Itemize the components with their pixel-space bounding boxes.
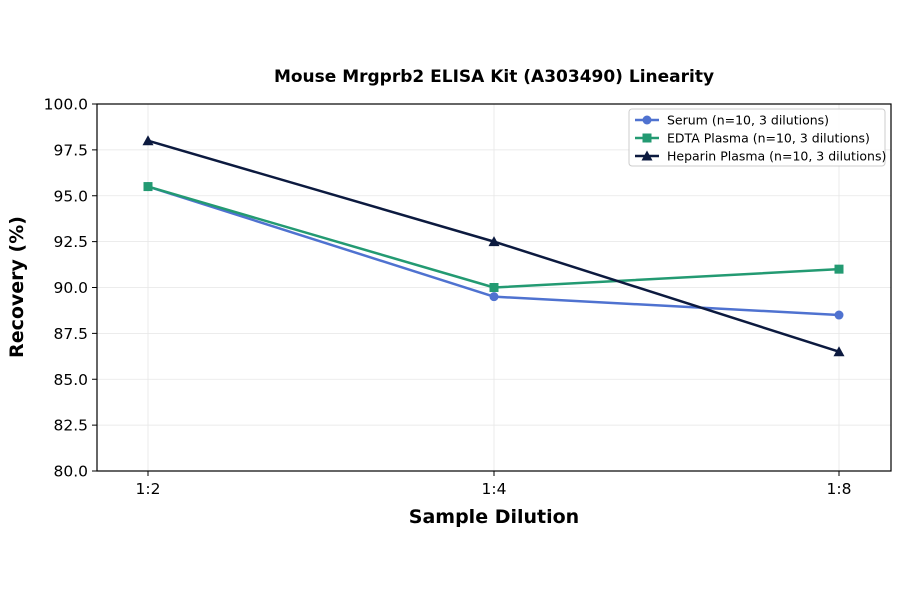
legend-entry: Heparin Plasma (n=10, 3 dilutions) xyxy=(667,149,886,164)
legend-swatch-marker xyxy=(642,115,652,125)
x-tick-label: 1:8 xyxy=(827,480,852,498)
data-point xyxy=(143,182,153,192)
y-tick-label: 90.0 xyxy=(53,279,88,297)
x-tick-label: 1:4 xyxy=(482,480,507,498)
x-tick-label: 1:2 xyxy=(136,480,161,498)
y-tick-label: 95.0 xyxy=(53,187,88,205)
y-tick-label: 80.0 xyxy=(53,463,88,481)
legend-box xyxy=(628,108,886,167)
chart-title: Mouse Mrgprb2 ELISA Kit (A303490) Linear… xyxy=(274,67,714,87)
series-2 xyxy=(142,135,845,357)
data-point xyxy=(489,283,499,292)
legend-entry: Serum (n=10, 3 dilutions) xyxy=(667,113,829,128)
series-group xyxy=(142,135,845,357)
x-axis-label: Sample Dilution xyxy=(409,506,579,528)
y-tick-label: 85.0 xyxy=(53,371,88,389)
y-tick-label: 87.5 xyxy=(53,325,88,343)
y-axis-label: Recovery (%) xyxy=(6,216,28,358)
y-tick-label: 92.5 xyxy=(53,233,88,251)
y-tick-label: 82.5 xyxy=(53,417,88,435)
data-point xyxy=(834,264,844,274)
data-point xyxy=(142,135,154,146)
series-1 xyxy=(143,182,844,292)
legend-entry: EDTA Plasma (n=10, 3 dilutions) xyxy=(667,131,870,146)
legend-swatch-marker xyxy=(641,150,653,161)
y-tick-label: 97.5 xyxy=(53,141,88,159)
x-axis: 1:2 1:4 1:8 xyxy=(136,471,852,498)
data-point xyxy=(834,310,844,320)
data-point xyxy=(488,236,500,247)
y-tick-label: 100.0 xyxy=(44,96,88,114)
data-point xyxy=(833,346,845,357)
legend-swatch-marker xyxy=(642,133,652,143)
data-point xyxy=(489,292,499,302)
y-axis: 80.0 82.5 85.0 87.5 90.0 92.5 95.0 97.5 100.0 xyxy=(44,96,97,481)
legend: Serum (n=10, 3 dilutions) EDTA Plasma (n=… xyxy=(628,108,886,167)
